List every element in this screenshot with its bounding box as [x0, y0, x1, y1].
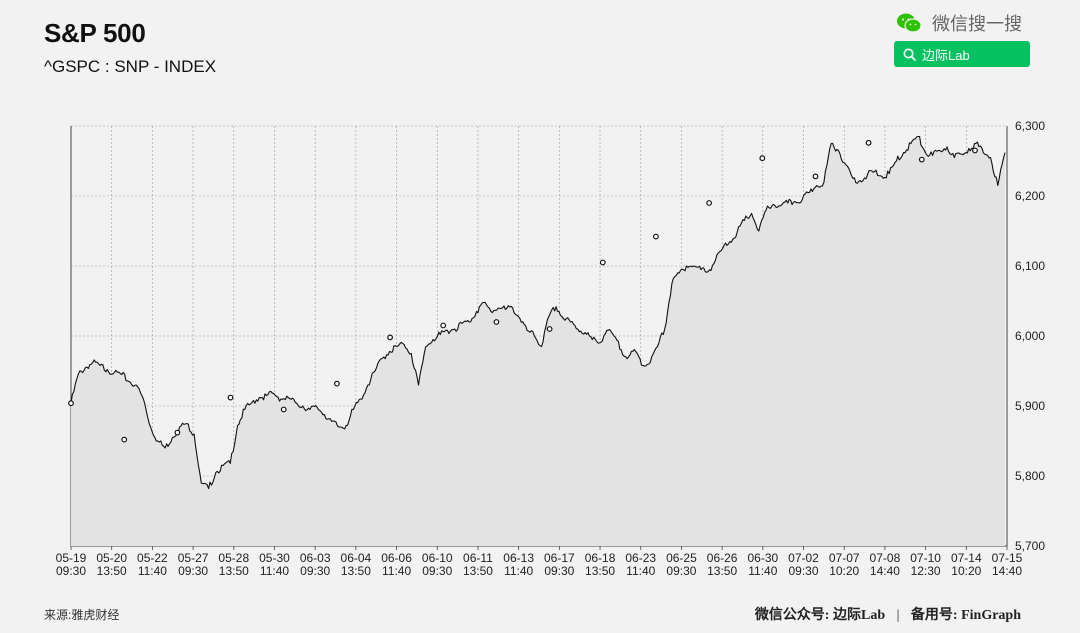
data-marker [972, 147, 978, 154]
x-tick-label-time: 13:50 [463, 564, 493, 578]
wechat-brand-label: 微信搜一搜 [932, 14, 1022, 34]
x-tick-label-date: 07-08 [870, 551, 901, 565]
data-marker [812, 173, 819, 180]
x-tick-label-date: 07-14 [951, 551, 982, 565]
backup-name: FinGraph [961, 608, 1021, 623]
x-tick-label-date: 05-27 [178, 551, 209, 565]
price-line [70, 135, 1006, 490]
x-tick-label-date: 06-25 [666, 551, 697, 565]
data-marker [865, 139, 872, 146]
x-tick-label-time: 11:40 [626, 564, 655, 578]
x-tick-label-time: 11:40 [504, 564, 533, 578]
x-tick-label-time: 09:30 [789, 564, 819, 578]
y-tick-label: 5,800 [1015, 469, 1045, 483]
x-tick-label-time: 14:40 [992, 564, 1022, 578]
account-name: 边际Lab [832, 608, 886, 623]
x-tick-label-time: 09:30 [544, 564, 574, 578]
x-tick-label-date: 07-07 [829, 551, 860, 565]
data-marker [227, 394, 234, 401]
x-tick-label-date: 06-10 [422, 551, 453, 565]
x-tick-label-date: 06-13 [503, 551, 534, 565]
x-tick-label-time: 14:40 [870, 564, 900, 578]
x-tick-label-time: 13:50 [97, 564, 127, 578]
wechat-search-label: 边际Lab [922, 47, 970, 63]
x-tick-label-time: 13:50 [585, 564, 615, 578]
data-marker [280, 406, 287, 413]
y-tick-label: 5,900 [1015, 399, 1045, 413]
x-tick-label-date: 06-11 [463, 551, 493, 565]
footer-separator: | [896, 608, 900, 623]
markers [68, 139, 978, 443]
data-marker [493, 319, 500, 325]
y-tick-label: 6,300 [1015, 119, 1045, 133]
data-marker [334, 380, 340, 387]
x-tick-label-date: 06-18 [585, 551, 616, 565]
x-tick-label-date: 06-23 [625, 551, 656, 565]
x-tick-label-date: 06-06 [381, 551, 412, 565]
x-tick-label-date: 05-30 [259, 551, 290, 565]
x-tick-label-time: 11:40 [748, 564, 777, 578]
data-marker [546, 326, 553, 332]
price-area [71, 136, 1005, 546]
x-tick-label-date: 05-28 [218, 551, 249, 565]
x-tick-label-time: 11:40 [382, 564, 411, 578]
x-tick-label-date: 05-22 [137, 551, 168, 565]
x-tick-label-time: 12:30 [911, 564, 941, 578]
x-tick-label-time: 10:20 [829, 564, 859, 578]
data-marker [918, 156, 925, 163]
x-tick-label-date: 06-30 [747, 551, 778, 565]
x-tick-label-time: 13:50 [219, 564, 249, 578]
data-marker [706, 200, 712, 206]
x-tick-label-date: 07-02 [788, 551, 819, 565]
y-tick-label: 6,100 [1015, 259, 1045, 273]
wechat-logo-icon [897, 13, 922, 33]
search-icon [903, 48, 916, 61]
x-axis: 05-1909:3005-2013:5005-2211:4005-2709:30… [56, 546, 1023, 578]
x-tick-label-time: 10:20 [951, 564, 981, 578]
y-tick-label: 5,700 [1015, 539, 1045, 553]
data-marker [599, 259, 606, 266]
backup-prefix: 备用号: [910, 608, 958, 623]
x-tick-label-date: 06-04 [341, 551, 372, 565]
chart-subtitle: ^GSPC : SNP - INDEX [44, 57, 217, 76]
x-tick-label-date: 07-15 [992, 551, 1023, 565]
x-tick-label-time: 13:50 [707, 564, 737, 578]
data-marker [121, 436, 128, 443]
data-marker [759, 155, 766, 162]
x-tick-label-time: 09:30 [666, 564, 696, 578]
x-tick-label-date: 06-26 [707, 551, 738, 565]
x-tick-label-time: 13:50 [341, 564, 371, 578]
account-prefix: 微信公众号: [754, 608, 830, 623]
x-tick-label-time: 09:30 [300, 564, 330, 578]
y-tick-label: 6,200 [1015, 189, 1045, 203]
data-marker [440, 322, 447, 329]
y-tick-label: 6,000 [1015, 329, 1045, 343]
wechat-brand: 微信搜一搜 [896, 10, 1022, 36]
x-tick-label-time: 09:30 [178, 564, 208, 578]
chart-title: S&P 500 [44, 18, 146, 48]
wechat-search-button[interactable]: 边际Lab [894, 41, 1030, 67]
data-marker [387, 334, 394, 341]
x-tick-label-time: 09:30 [56, 564, 86, 578]
y-axis: 5,700 5,800 5,900 6,000 6,100 6,200 6,300 [1015, 119, 1045, 553]
x-tick-label-date: 05-19 [56, 551, 87, 565]
source-note: 来源:雅虎财经 [44, 608, 120, 622]
x-tick-label-date: 06-03 [300, 551, 331, 565]
data-marker [68, 400, 74, 407]
footer-credits: 微信公众号: 边际Lab | 备用号: FinGraph [755, 604, 1021, 624]
data-marker [174, 429, 181, 436]
x-tick-label-time: 11:40 [260, 564, 289, 578]
x-tick-label-date: 07-10 [910, 551, 941, 565]
x-tick-label-time: 09:30 [422, 564, 452, 578]
x-tick-label-date: 05-20 [96, 551, 127, 565]
x-tick-label-date: 06-17 [544, 551, 575, 565]
x-tick-label-time: 11:40 [138, 564, 167, 578]
data-marker [653, 233, 659, 240]
